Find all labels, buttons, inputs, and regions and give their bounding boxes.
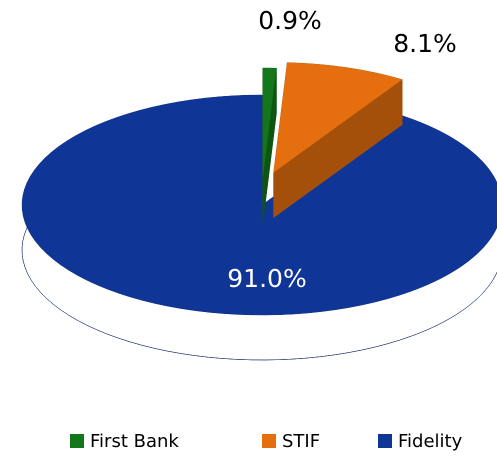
legend-label: STIF xyxy=(282,431,320,452)
legend-swatch xyxy=(378,434,392,448)
data-label: 0.9% xyxy=(258,6,322,35)
slice xyxy=(273,62,403,218)
legend-swatch xyxy=(262,434,276,448)
slice xyxy=(262,67,277,224)
slice xyxy=(21,94,497,361)
slice-top xyxy=(273,62,403,173)
legend-label: Fidelity xyxy=(398,431,463,452)
slice-top xyxy=(262,68,277,179)
data-label: 91.0% xyxy=(227,264,306,293)
legend-label: First Bank xyxy=(90,431,179,452)
data-label: 8.1% xyxy=(393,29,457,58)
legend-swatch xyxy=(70,434,84,448)
slice-top xyxy=(22,95,497,315)
